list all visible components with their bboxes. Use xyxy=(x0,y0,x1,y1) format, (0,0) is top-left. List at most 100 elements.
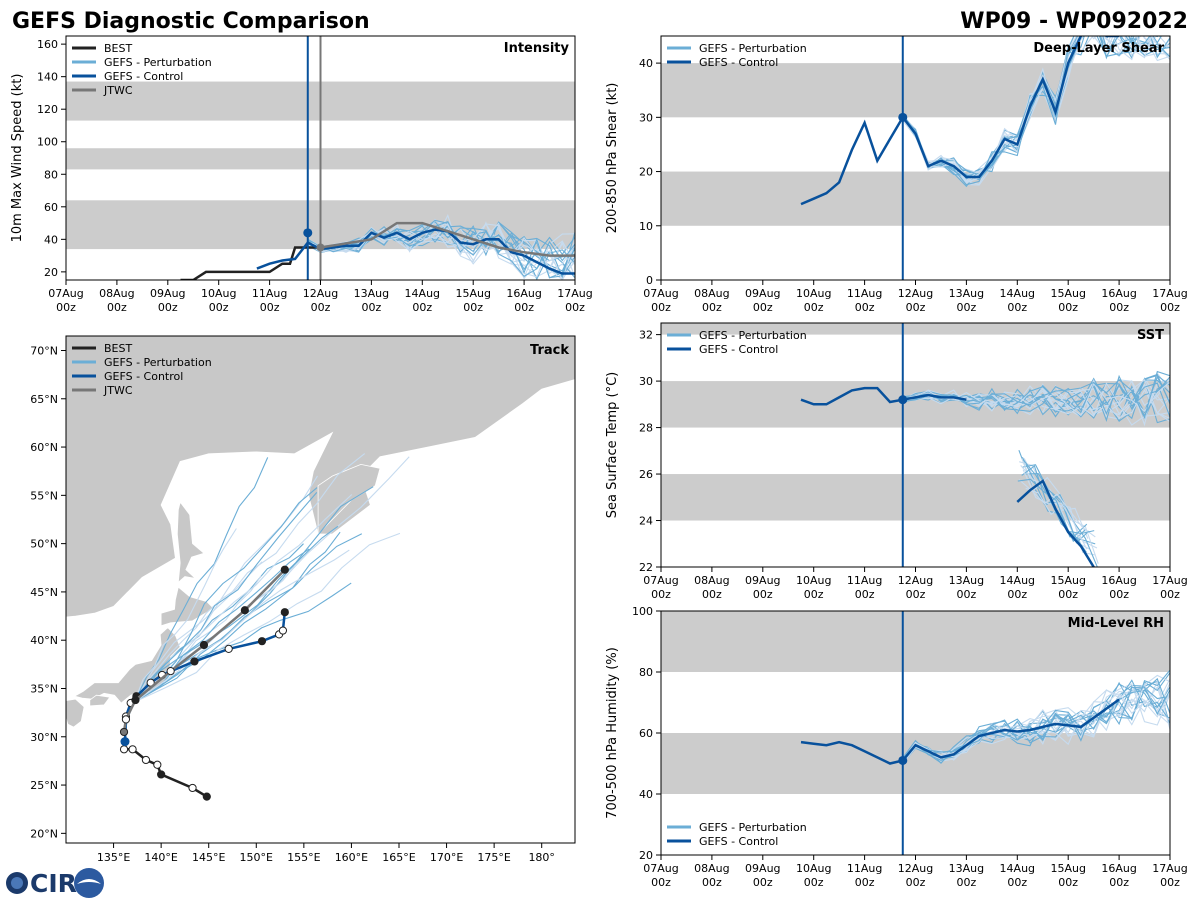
x-tick-label-day: 08Aug xyxy=(694,287,729,300)
y-tick-label: 50°N xyxy=(30,538,58,551)
y-axis-label: 10m Max Wind Speed (kt) xyxy=(10,74,25,243)
map-area xyxy=(66,336,575,801)
x-tick-label-hour: 00z xyxy=(1160,301,1180,314)
y-tick-label: 60 xyxy=(639,727,653,740)
shade-band xyxy=(661,63,1170,118)
x-tick-label-hour: 00z xyxy=(855,588,875,601)
y-tick-label: 0 xyxy=(646,274,653,287)
x-tick-label: 155°E xyxy=(287,851,320,864)
panel-title: SST xyxy=(1137,328,1164,343)
y-tick-label: 25°N xyxy=(30,779,58,792)
y-tick-label: 120 xyxy=(37,103,58,116)
y-axis-label: 200-850 hPa Shear (kt) xyxy=(605,83,620,234)
panel-title: Deep-Layer Shear xyxy=(1033,41,1164,56)
x-tick-label-hour: 00z xyxy=(1058,301,1078,314)
track-point xyxy=(224,644,233,653)
x-tick-label-hour: 00z xyxy=(209,301,229,314)
y-tick-label: 40 xyxy=(44,233,58,246)
track-point xyxy=(153,760,162,769)
track-point xyxy=(280,608,289,617)
x-tick-label-day: 12Aug xyxy=(898,287,933,300)
perturbation-line xyxy=(1022,464,1087,553)
x-tick-label-hour: 00z xyxy=(957,301,977,314)
legend-label: JTWC xyxy=(103,84,133,97)
x-tick-label-day: 16Aug xyxy=(1101,287,1136,300)
perturbation-line xyxy=(307,221,575,279)
y-tick-label: 55°N xyxy=(30,489,58,502)
x-tick-label-day: 10Aug xyxy=(796,287,831,300)
x-tick-label-day: 09Aug xyxy=(150,287,185,300)
x-tick-label-day: 16Aug xyxy=(1101,574,1136,587)
track-point xyxy=(280,565,289,574)
y-tick-label: 60 xyxy=(44,201,58,214)
control-point xyxy=(898,395,908,405)
x-tick-label-hour: 00z xyxy=(56,301,76,314)
y-tick-label: 28 xyxy=(639,422,653,435)
track-point xyxy=(278,626,288,635)
y-tick-label: 100 xyxy=(632,605,653,618)
x-tick-label-hour: 00z xyxy=(855,301,875,314)
y-tick-label: 24 xyxy=(639,515,653,528)
track-point xyxy=(199,640,209,650)
x-tick-label-hour: 00z xyxy=(804,876,824,889)
analysis-position xyxy=(120,737,130,747)
y-tick-label: 30 xyxy=(639,111,653,124)
series-line-gefs-control xyxy=(800,36,1120,206)
legend-label: JTWC xyxy=(103,384,133,397)
y-tick-label: 20 xyxy=(639,166,653,179)
figure-title-left: GEFS Diagnostic Comparison xyxy=(12,9,370,34)
x-tick-label-hour: 00z xyxy=(957,588,977,601)
track-point xyxy=(240,606,249,615)
series-line-best xyxy=(180,246,321,280)
land-mass xyxy=(66,336,575,618)
y-tick-label: 20 xyxy=(639,849,653,862)
track-point xyxy=(119,727,129,737)
x-tick-label: 175°E xyxy=(477,851,510,864)
x-tick-label-day: 09Aug xyxy=(745,287,780,300)
x-tick-label-hour: 00z xyxy=(260,301,280,314)
x-tick-label-hour: 00z xyxy=(855,876,875,889)
agency-emblem-icon xyxy=(74,868,104,898)
x-tick-label-day: 15Aug xyxy=(1050,574,1085,587)
x-tick-label-day: 07Aug xyxy=(643,862,678,875)
x-tick-label-hour: 00z xyxy=(702,876,722,889)
x-tick-label-day: 10Aug xyxy=(201,287,236,300)
perturbation-line xyxy=(307,224,575,278)
shade-band xyxy=(661,381,1170,428)
panel-intensity: 2040608010012014016007Aug00z08Aug00z09Au… xyxy=(10,35,593,314)
x-tick-label-hour: 00z xyxy=(1160,588,1180,601)
globe-icon-inner xyxy=(11,877,23,889)
x-tick-label-day: 13Aug xyxy=(949,574,984,587)
perturbation-line xyxy=(307,222,575,279)
x-tick-label-day: 07Aug xyxy=(643,574,678,587)
x-tick-label-hour: 00z xyxy=(412,301,432,314)
x-tick-label-hour: 00z xyxy=(311,301,331,314)
shade-band xyxy=(661,171,1170,226)
x-tick-label-hour: 00z xyxy=(906,301,926,314)
legend-label: GEFS - Perturbation xyxy=(699,821,807,834)
x-tick-label-day: 11Aug xyxy=(847,862,882,875)
y-tick-label: 80 xyxy=(639,666,653,679)
perturbation-line xyxy=(1021,465,1098,567)
figure-title-right: WP09 - WP092022 xyxy=(960,9,1188,34)
track-point xyxy=(257,637,267,646)
panel-title: Intensity xyxy=(504,41,570,56)
x-tick-label-day: 14Aug xyxy=(1000,287,1035,300)
x-tick-label-hour: 00z xyxy=(362,301,382,314)
x-tick-label-day: 12Aug xyxy=(303,287,338,300)
panel-track: 20°N 25°N 30°N 35°N 40°N 45°N 50°N 55°N 60°N 65°N… xyxy=(30,335,576,864)
x-tick-label-day: 09Aug xyxy=(745,574,780,587)
x-tick-label-day: 17Aug xyxy=(557,287,592,300)
track-point xyxy=(166,667,175,676)
y-axis-label: 700-500 hPa Humidity (%) xyxy=(605,647,620,819)
x-tick-label-hour: 00z xyxy=(753,588,773,601)
y-tick-label: 45°N xyxy=(30,586,58,599)
y-tick-label: 30°N xyxy=(30,731,58,744)
x-tick-label-day: 14Aug xyxy=(1000,574,1035,587)
x-tick-label-hour: 00z xyxy=(702,301,722,314)
panel-shear: 01020304007Aug00z08Aug00z09Aug00z10Aug00… xyxy=(605,35,1188,314)
y-tick-label: 26 xyxy=(639,468,653,481)
x-tick-label-hour: 00z xyxy=(1058,588,1078,601)
shade-band xyxy=(661,323,1170,335)
legend-label: GEFS - Control xyxy=(699,343,778,356)
